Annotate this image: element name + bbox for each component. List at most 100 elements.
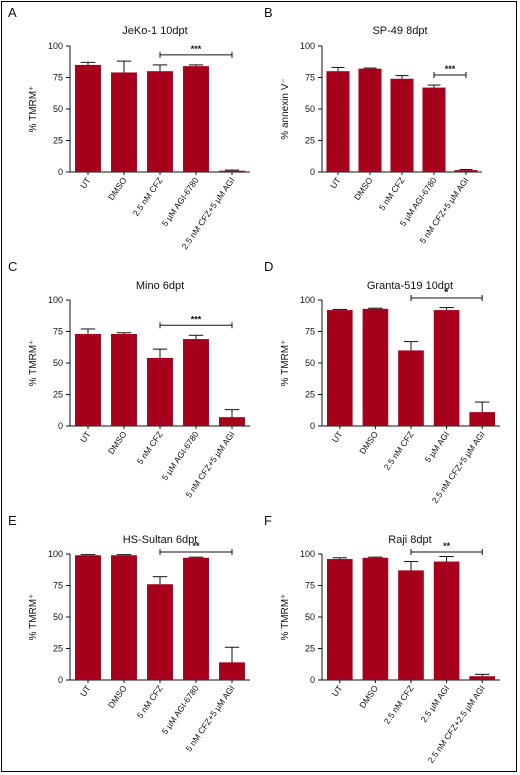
y-axis-label: % TMRM⁺ — [280, 340, 291, 387]
bar — [469, 676, 496, 680]
y-tick-label: 50 — [53, 358, 63, 368]
y-tick-label: 75 — [53, 73, 63, 83]
bar — [326, 559, 353, 680]
chart-panel-3: C Mino 6dpt 0 25 50 75 100 % TMRM⁺ UT DMSO 5 nM CF… — [8, 259, 250, 499]
y-axis-label: % annexin V⁻ — [280, 78, 291, 139]
bar — [398, 350, 424, 426]
category-label: DMSO — [357, 429, 380, 456]
category-label: 2.5 nM CFZ — [382, 429, 416, 471]
bar — [147, 584, 173, 680]
bar — [422, 87, 446, 172]
chart-title: Mino 6dpt — [136, 280, 184, 292]
bar — [358, 68, 382, 172]
chart-panel-6: F Raji 8dpt 0 25 50 75 100 % TMRM⁺ UT DMSO 2.5 nM … — [264, 513, 500, 765]
y-tick-label: 25 — [53, 644, 63, 654]
category-label: 5 nM CFZ — [135, 683, 165, 720]
category-label: DMSO — [357, 683, 380, 710]
bar — [219, 170, 245, 172]
y-tick-label: 0 — [310, 167, 315, 177]
y-tick-label: 0 — [58, 675, 63, 685]
bar — [362, 308, 389, 426]
category-label: UT — [328, 175, 343, 190]
bar — [326, 310, 353, 426]
category-label: 5 µM AGI-6780 — [160, 429, 201, 482]
y-tick-label: 0 — [310, 421, 315, 431]
category-label: UT — [78, 429, 93, 444]
bar — [111, 72, 137, 172]
category-label: UT — [330, 683, 345, 698]
y-tick-label: 0 — [58, 421, 63, 431]
y-tick-label: 0 — [310, 675, 315, 685]
significance-label: *** — [191, 314, 202, 324]
category-label: 5 nM CFZ — [377, 175, 407, 212]
category-label: 5 µM AGI — [423, 429, 452, 464]
bar — [183, 557, 209, 680]
bar — [390, 78, 414, 172]
bar — [111, 555, 137, 680]
bar — [219, 662, 245, 680]
y-tick-label: 50 — [305, 358, 315, 368]
y-axis-label: % TMRM⁺ — [28, 340, 39, 387]
category-label: DMSO — [106, 429, 129, 456]
chart-panel-2: B SP-49 8dpt 0 25 50 75 100 % annexin V⁻ UT DMSO 5… — [264, 5, 482, 245]
significance-label: *** — [191, 44, 202, 54]
y-tick-label: 50 — [53, 104, 63, 114]
bar — [147, 357, 173, 426]
y-tick-label: 25 — [305, 390, 315, 400]
category-label: DMSO — [106, 175, 129, 202]
category-label: UT — [330, 429, 345, 444]
y-axis-label: % TMRM⁺ — [28, 86, 39, 133]
category-label: 2.5 µM AGI — [419, 683, 452, 724]
panel-letter: D — [264, 259, 273, 274]
category-label: UT — [78, 683, 93, 698]
bar — [75, 64, 101, 172]
chart-panel-5: E HS-Sultan 6dpt 0 25 50 75 100 % TMRM⁺ UT DMSO 5 … — [8, 513, 250, 753]
y-tick-label: 100 — [48, 41, 63, 51]
category-label: UT — [78, 175, 93, 190]
bar — [433, 561, 460, 680]
bar — [433, 310, 460, 426]
chart-title: SP-49 8dpt — [372, 25, 427, 37]
significance-label: * — [445, 287, 449, 297]
significance-label: ** — [443, 541, 451, 551]
significance-label: ** — [192, 541, 200, 551]
chart-title: Raji 8dpt — [388, 534, 431, 546]
bar — [147, 71, 173, 172]
category-label: 5 µM AGI-6780 — [160, 175, 201, 228]
y-tick-label: 25 — [305, 136, 315, 146]
panel-letter: A — [8, 5, 17, 20]
y-axis-label: % TMRM⁺ — [280, 594, 291, 641]
panel-letter: B — [264, 5, 273, 20]
bar — [75, 334, 101, 426]
y-tick-label: 50 — [305, 612, 315, 622]
y-tick-label: 50 — [305, 104, 315, 114]
bar — [398, 570, 424, 680]
bar — [219, 417, 245, 426]
category-label: 5 nM CFZ — [135, 429, 165, 466]
y-tick-label: 100 — [300, 295, 315, 305]
bar — [454, 170, 478, 172]
bar — [75, 555, 101, 680]
panel-letter: C — [8, 259, 17, 274]
y-axis-label: % TMRM⁺ — [28, 594, 39, 641]
y-tick-label: 75 — [53, 327, 63, 337]
category-label: 2.5 nM CFZ — [382, 683, 416, 725]
y-tick-label: 75 — [305, 581, 315, 591]
y-tick-label: 100 — [48, 295, 63, 305]
bar — [183, 66, 209, 172]
y-tick-label: 0 — [58, 167, 63, 177]
chart-title: JeKo-1 10dpt — [122, 25, 187, 37]
chart-panel-4: D Granta-519 10dpt 0 25 50 75 100 % TMRM⁺ UT DMSO… — [264, 259, 500, 505]
panel-letter: F — [264, 513, 272, 528]
chart-title: HS-Sultan 6dpt — [123, 534, 198, 546]
y-tick-label: 25 — [53, 136, 63, 146]
bar — [326, 71, 350, 172]
category-label: DMSO — [106, 683, 129, 710]
bar — [362, 557, 389, 680]
y-tick-label: 100 — [300, 549, 315, 559]
y-tick-label: 75 — [53, 581, 63, 591]
y-tick-label: 25 — [305, 644, 315, 654]
category-label: 2.5 nM CFZ — [131, 175, 165, 217]
